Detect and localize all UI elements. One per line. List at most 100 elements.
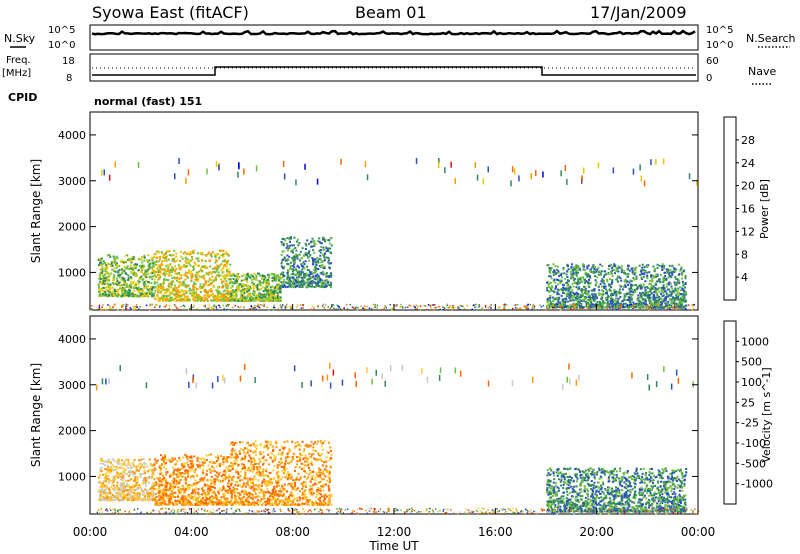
echo-cell	[194, 283, 197, 286]
high-range-cell	[238, 163, 240, 170]
ground-scatter-cell	[576, 308, 578, 311]
ground-scatter-cell	[206, 308, 208, 310]
echo-cell	[317, 284, 320, 287]
echo-cell	[133, 258, 136, 261]
echo-cell	[561, 290, 564, 293]
echo-cell	[558, 274, 561, 277]
echo-cell	[684, 286, 687, 289]
high-range-cell	[103, 169, 105, 176]
ground-scatter-cell	[151, 303, 153, 306]
echo-cell	[636, 299, 639, 301]
echo-cell	[672, 290, 675, 292]
echo-cell	[602, 293, 605, 296]
echo-cell	[245, 296, 248, 299]
echo-cell	[179, 290, 182, 293]
high-range-cell	[174, 173, 176, 180]
echo-cell	[99, 469, 102, 472]
echo-cell	[124, 279, 127, 282]
echo-cell	[670, 293, 673, 296]
echo-cell	[209, 271, 212, 274]
echo-cell	[133, 271, 135, 274]
echo-cell	[546, 281, 548, 284]
echo-cell	[324, 240, 326, 243]
echo-cell	[290, 286, 293, 288]
echo-cell	[130, 486, 133, 489]
echo-cell	[252, 298, 255, 301]
echo-cell	[188, 299, 191, 302]
echo-cell	[633, 284, 636, 287]
echo-cell	[613, 299, 616, 302]
echo-cell	[149, 286, 152, 289]
ground-scatter-cell	[651, 308, 653, 311]
high-range-cell	[255, 165, 258, 172]
echo-cell	[118, 268, 121, 271]
high-range-cell	[612, 167, 615, 174]
echo-cell	[129, 471, 132, 474]
echo-cell	[577, 271, 579, 274]
echo-cell	[117, 271, 120, 274]
echo-cell	[263, 278, 265, 281]
echo-cell	[546, 286, 549, 289]
high-range-cell	[114, 161, 116, 168]
ground-scatter-cell	[279, 304, 282, 306]
echo-cell	[661, 306, 664, 309]
ground-scatter-cell	[126, 308, 128, 310]
echo-cell	[306, 254, 308, 257]
noise-trace	[91, 29, 696, 36]
echo-cell	[322, 246, 325, 249]
echo-cell	[162, 296, 165, 299]
ground-scatter-cell	[527, 303, 529, 306]
echo-cell	[675, 283, 678, 286]
echo-cell	[591, 266, 594, 269]
echo-cell	[221, 260, 224, 263]
echo-cell	[203, 284, 206, 287]
echo-cell	[123, 481, 126, 484]
ground-scatter-cell	[225, 308, 228, 311]
echo-cell	[606, 280, 609, 283]
echo-cell	[282, 281, 285, 284]
echo-cell	[330, 244, 333, 247]
ground-scatter-cell	[503, 305, 505, 307]
echo-cell	[226, 262, 229, 265]
high-range-cell	[444, 167, 446, 174]
high-range-cell	[237, 171, 239, 178]
echo-cell	[587, 301, 590, 304]
echo-cell	[656, 267, 659, 270]
echo-cell	[165, 298, 168, 301]
ground-scatter-cell	[196, 308, 198, 310]
ground-scatter-cell	[188, 309, 190, 311]
echo-cell	[231, 295, 234, 298]
echo-cell	[618, 292, 621, 295]
echo-cell	[208, 289, 211, 292]
echo-cell	[195, 271, 198, 274]
echo-cell	[141, 265, 144, 268]
echo-cell	[137, 286, 140, 289]
echo-cell	[143, 274, 146, 277]
echo-cell	[135, 284, 138, 287]
echo-cell	[264, 276, 267, 279]
ground-scatter-cell	[356, 309, 359, 311]
echo-cell	[293, 269, 296, 272]
echo-cell	[206, 253, 209, 256]
echo-cell	[599, 293, 602, 296]
echo-cell	[141, 493, 144, 496]
echo-cell	[620, 271, 623, 274]
echo-cell	[599, 263, 602, 266]
echo-cell	[267, 279, 269, 282]
ground-scatter-cell	[447, 306, 449, 309]
echo-cell	[273, 272, 276, 275]
echo-cell	[151, 278, 154, 281]
echo-cell	[679, 305, 682, 308]
echo-cell	[99, 282, 102, 285]
ground-scatter-cell	[532, 303, 534, 306]
echo-cell	[106, 293, 109, 296]
echo-cell	[553, 270, 556, 273]
echo-cell	[124, 267, 127, 270]
echo-cell	[136, 263, 139, 266]
echo-cell	[573, 279, 575, 282]
echo-cell	[587, 264, 590, 267]
ground-scatter-cell	[666, 308, 669, 311]
echo-cell	[666, 283, 669, 286]
echo-cell	[288, 247, 291, 250]
echo-cell	[644, 286, 647, 289]
